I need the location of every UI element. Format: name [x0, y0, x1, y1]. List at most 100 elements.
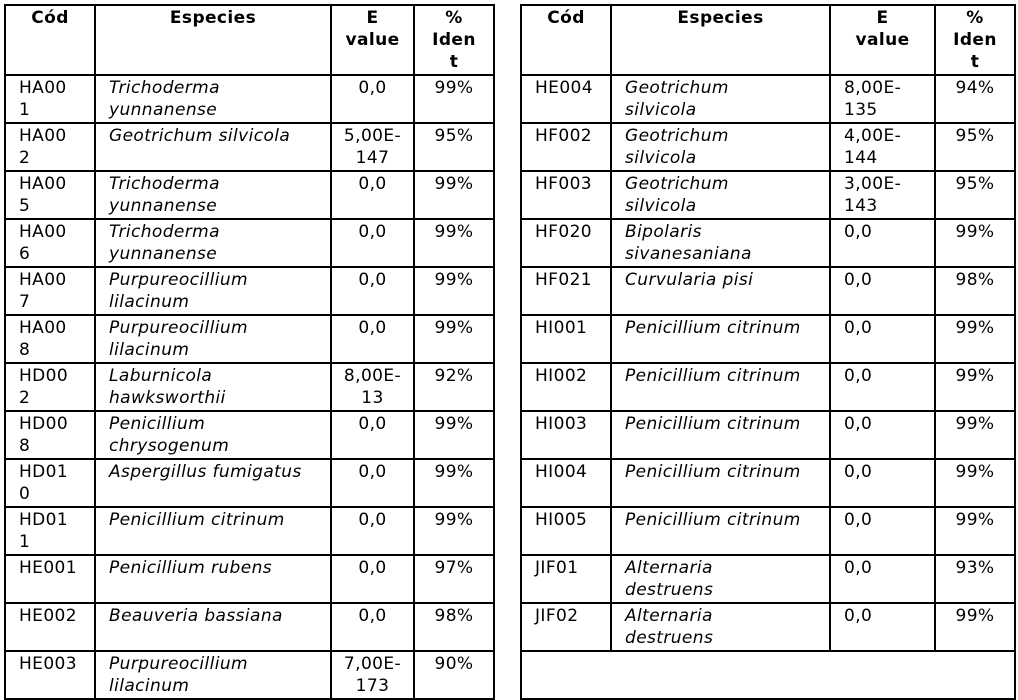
species-cell: Trichoderma yunnanense — [94, 74, 332, 124]
code-cell: HD00 8 — [4, 410, 96, 460]
species-cell: Purpureocillium lilacinum — [94, 650, 332, 700]
code-cell: HI002 — [520, 362, 612, 412]
evalue-cell: 0,0 — [829, 506, 936, 556]
ident-cell: 98% — [413, 602, 495, 652]
code-cell: HA00 2 — [4, 122, 96, 172]
code-cell: HI001 — [520, 314, 612, 364]
header-especies: Especies — [610, 4, 831, 76]
evalue-cell: 0,0 — [829, 218, 936, 268]
species-cell: Penicillium citrinum — [610, 458, 831, 508]
table-row: HA00 6 Trichoderma yunnanense 0,0 99% — [4, 218, 495, 268]
table-row: HA00 8 Purpureocillium lilacinum 0,0 99% — [4, 314, 495, 364]
ident-cell: 99% — [413, 410, 495, 460]
species-cell: Geotrichum silvicola — [94, 122, 332, 172]
evalue-cell: 0,0 — [330, 218, 415, 268]
code-cell: HD01 1 — [4, 506, 96, 556]
ident-cell: 99% — [413, 74, 495, 124]
species-cell: Geotrichum silvicola — [610, 74, 831, 124]
code-cell: HI003 — [520, 410, 612, 460]
header-row: Cód Especies E value % Iden t — [4, 4, 495, 76]
header-cod: Cód — [4, 4, 96, 76]
table-row: HE003 Purpureocillium lilacinum 7,00E- 1… — [4, 650, 495, 700]
header-row: Cód Especies E value % Iden t — [520, 4, 1016, 76]
table-row: HA00 1 Trichoderma yunnanense 0,0 99% — [4, 74, 495, 124]
code-cell: JIF01 — [520, 554, 612, 604]
evalue-cell: 0,0 — [330, 410, 415, 460]
evalue-cell: 0,0 — [829, 554, 936, 604]
table-row: HA00 7 Purpureocillium lilacinum 0,0 99% — [4, 266, 495, 316]
table-row: JIF02 Alternaria destruens 0,0 99% — [520, 602, 1016, 652]
header-ident: % Iden t — [934, 4, 1016, 76]
table-row: HE001 Penicillium rubens 0,0 97% — [4, 554, 495, 604]
header-ident: % Iden t — [413, 4, 495, 76]
header-cod: Cód — [520, 4, 612, 76]
evalue-cell: 0,0 — [330, 506, 415, 556]
table-row: HI005 Penicillium citrinum 0,0 99% — [520, 506, 1016, 556]
ident-cell: 99% — [934, 602, 1016, 652]
evalue-cell: 0,0 — [330, 602, 415, 652]
table-row: HD00 2 Laburnicola hawksworthii 8,00E- 1… — [4, 362, 495, 412]
code-cell: HE004 — [520, 74, 612, 124]
ident-cell: 99% — [413, 218, 495, 268]
evalue-cell: 0,0 — [829, 458, 936, 508]
evalue-cell: 3,00E- 143 — [829, 170, 936, 220]
evalue-cell: 8,00E- 13 — [330, 362, 415, 412]
evalue-cell: 0,0 — [829, 602, 936, 652]
species-cell: Penicillium citrinum — [610, 314, 831, 364]
ident-cell: 97% — [413, 554, 495, 604]
evalue-cell: 0,0 — [330, 458, 415, 508]
table-row: HF020 Bipolaris sivanesaniana 0,0 99% — [520, 218, 1016, 268]
species-cell: Penicillium citrinum — [610, 410, 831, 460]
table-row: HI001 Penicillium citrinum 0,0 99% — [520, 314, 1016, 364]
code-cell: HA00 5 — [4, 170, 96, 220]
code-cell: HF020 — [520, 218, 612, 268]
code-cell: JIF02 — [520, 602, 612, 652]
code-cell: HF003 — [520, 170, 612, 220]
code-cell: HD00 2 — [4, 362, 96, 412]
table-row: HD00 8 Penicillium chrysogenum 0,0 99% — [4, 410, 495, 460]
header-evalue: E value — [829, 4, 936, 76]
ident-cell: 99% — [934, 362, 1016, 412]
table-row: HI002 Penicillium citrinum 0,0 99% — [520, 362, 1016, 412]
code-cell: HA00 8 — [4, 314, 96, 364]
empty-cell — [520, 650, 1016, 700]
species-cell: Beauveria bassiana — [94, 602, 332, 652]
table-row: HI003 Penicillium citrinum 0,0 99% — [520, 410, 1016, 460]
ident-cell: 99% — [934, 458, 1016, 508]
species-cell: Geotrichum silvicola — [610, 170, 831, 220]
species-cell: Trichoderma yunnanense — [94, 170, 332, 220]
ident-cell: 99% — [934, 314, 1016, 364]
species-cell: Penicillium citrinum — [610, 506, 831, 556]
species-cell: Purpureocillium lilacinum — [94, 266, 332, 316]
header-especies: Especies — [94, 4, 332, 76]
empty-row — [520, 650, 1016, 700]
ident-cell: 99% — [413, 266, 495, 316]
ident-cell: 99% — [413, 458, 495, 508]
ident-cell: 99% — [934, 506, 1016, 556]
table-row: HD01 0 Aspergillus fumigatus 0,0 99% — [4, 458, 495, 508]
species-cell: Penicillium citrinum — [610, 362, 831, 412]
code-cell: HF021 — [520, 266, 612, 316]
species-cell: Laburnicola hawksworthii — [94, 362, 332, 412]
evalue-cell: 0,0 — [330, 314, 415, 364]
species-cell: Penicillium citrinum — [94, 506, 332, 556]
ident-cell: 99% — [934, 218, 1016, 268]
table-row: HE002 Beauveria bassiana 0,0 98% — [4, 602, 495, 652]
right-results-table: Cód Especies E value % Iden t HE004 Geot… — [520, 4, 1016, 700]
evalue-cell: 0,0 — [330, 266, 415, 316]
ident-cell: 95% — [413, 122, 495, 172]
ident-cell: 90% — [413, 650, 495, 700]
code-cell: HA00 6 — [4, 218, 96, 268]
evalue-cell: 0,0 — [330, 170, 415, 220]
ident-cell: 95% — [934, 122, 1016, 172]
evalue-cell: 0,0 — [829, 362, 936, 412]
evalue-cell: 7,00E- 173 — [330, 650, 415, 700]
code-cell: HE002 — [4, 602, 96, 652]
ident-cell: 92% — [413, 362, 495, 412]
code-cell: HD01 0 — [4, 458, 96, 508]
evalue-cell: 0,0 — [829, 314, 936, 364]
species-cell: Trichoderma yunnanense — [94, 218, 332, 268]
evalue-cell: 4,00E- 144 — [829, 122, 936, 172]
code-cell: HA00 7 — [4, 266, 96, 316]
